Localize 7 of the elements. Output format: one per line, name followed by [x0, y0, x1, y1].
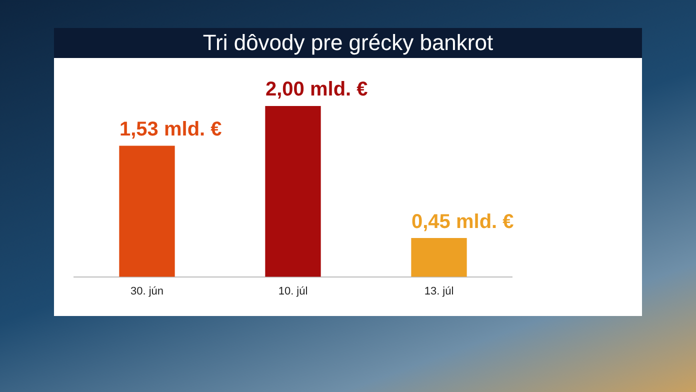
data-label: 1,53 mld. €	[120, 118, 222, 141]
data-label: 0,45 mld. €	[412, 210, 514, 233]
data-label: 2,00 mld. €	[266, 78, 368, 101]
chart-title: Tri dôvody pre grécky bankrot	[54, 28, 642, 58]
x-tick-label: 10. júl	[278, 285, 308, 298]
x-tick-label: 13. júl	[424, 285, 454, 298]
x-tick-label: 30. jún	[130, 285, 164, 298]
